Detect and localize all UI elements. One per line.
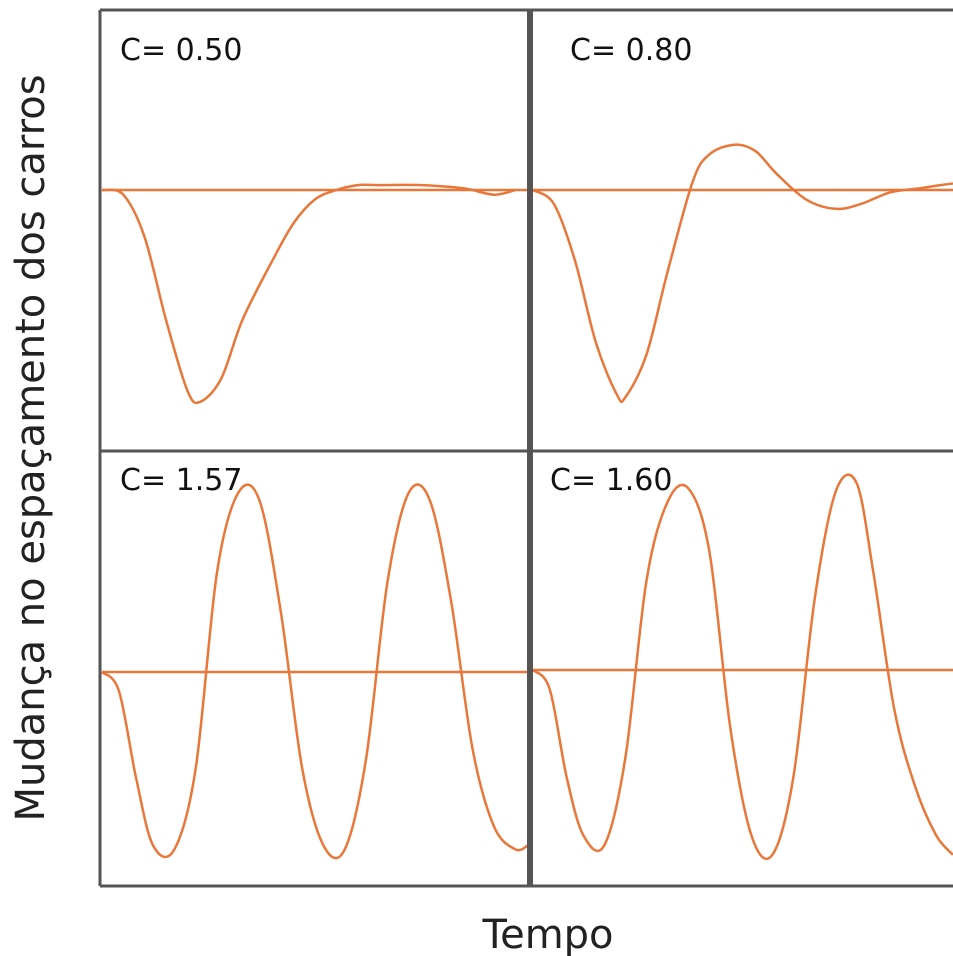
panel-group: C= 0.50 C= 0.80 C= 1.57 C= 1.60 [101,33,953,861]
panel-label: C= 0.50 [120,33,242,68]
x-axis-label: Tempo [481,912,613,956]
panel-4: C= 1.60 [532,463,953,861]
series-line [532,473,953,861]
series-line [101,183,516,405]
panel-3: C= 1.57 [101,463,529,860]
panel-label: C= 1.60 [550,463,672,498]
panel-label: C= 0.80 [570,33,692,68]
y-axis-label: Mudança no espaçamento dos carros [8,74,54,821]
panel-frame [98,8,953,888]
panel-label: C= 1.57 [120,463,242,498]
panel-2: C= 0.80 [532,33,953,404]
series-line [101,483,529,860]
series-line [532,143,953,404]
panel-1: C= 0.50 [101,33,528,405]
